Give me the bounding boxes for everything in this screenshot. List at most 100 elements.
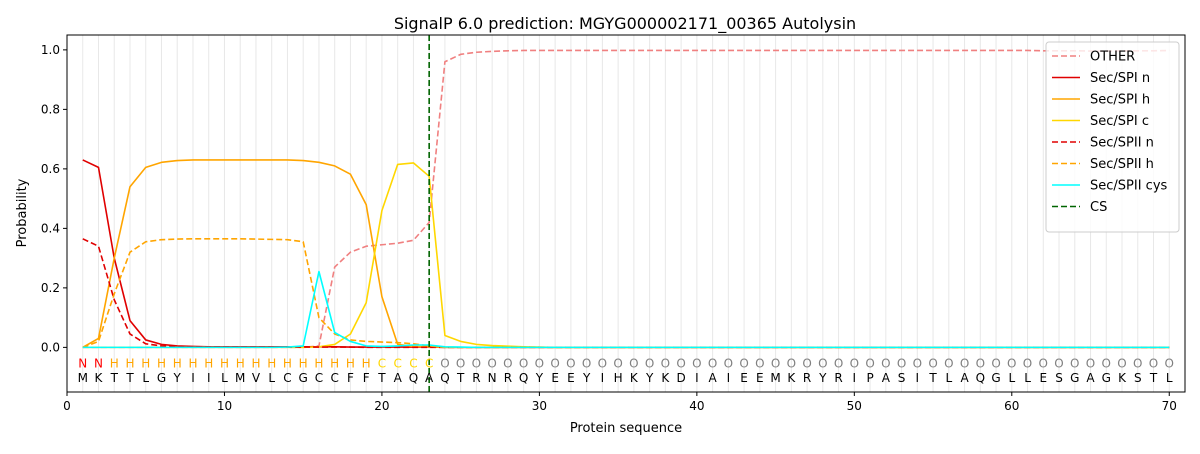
residue-label: Y bbox=[818, 371, 827, 385]
region-label: O bbox=[881, 356, 890, 370]
residue-label: M bbox=[235, 371, 245, 385]
region-label: N bbox=[78, 356, 87, 370]
region-label: H bbox=[362, 356, 371, 370]
region-label: O bbox=[865, 356, 874, 370]
residue-label: I bbox=[727, 371, 731, 385]
residue-label: L bbox=[142, 371, 149, 385]
x-tick-label: 70 bbox=[1162, 399, 1177, 413]
y-tick-label: 0.8 bbox=[41, 102, 60, 116]
residue-label: R bbox=[834, 371, 842, 385]
region-label: O bbox=[976, 356, 985, 370]
region-label: O bbox=[472, 356, 481, 370]
residue-label: I bbox=[191, 371, 195, 385]
residue-label: L bbox=[268, 371, 275, 385]
region-label: H bbox=[141, 356, 150, 370]
residue-label: L bbox=[221, 371, 228, 385]
region-label: O bbox=[440, 356, 449, 370]
vertical-grid bbox=[82, 35, 1170, 392]
region-label: H bbox=[330, 356, 339, 370]
residue-label: E bbox=[1039, 371, 1047, 385]
region-label: O bbox=[692, 356, 701, 370]
region-label: O bbox=[676, 356, 685, 370]
y-tick-label: 0.6 bbox=[41, 162, 60, 176]
residue-label: F bbox=[363, 371, 370, 385]
region-label: H bbox=[188, 356, 197, 370]
residue-label: Y bbox=[535, 371, 544, 385]
x-tick-label: 40 bbox=[689, 399, 704, 413]
residue-label: T bbox=[377, 371, 386, 385]
region-label: O bbox=[1117, 356, 1126, 370]
legend-label: Sec/SPI c bbox=[1090, 114, 1149, 129]
region-label: O bbox=[771, 356, 780, 370]
region-label: H bbox=[110, 356, 119, 370]
residue-label: N bbox=[488, 371, 497, 385]
residue-label: T bbox=[928, 371, 937, 385]
residue-label: K bbox=[1118, 371, 1127, 385]
region-label: O bbox=[503, 356, 512, 370]
region-label: C bbox=[409, 356, 417, 370]
residue-label: L bbox=[1008, 371, 1015, 385]
legend-label: OTHER bbox=[1090, 50, 1135, 65]
residue-label: G bbox=[299, 371, 308, 385]
residue-label: Q bbox=[409, 371, 418, 385]
residue-label: K bbox=[787, 371, 796, 385]
region-label: O bbox=[1133, 356, 1142, 370]
residue-label: K bbox=[661, 371, 670, 385]
region-label: H bbox=[220, 356, 229, 370]
region-label: O bbox=[724, 356, 733, 370]
region-label: O bbox=[598, 356, 607, 370]
residue-label: L bbox=[1166, 371, 1173, 385]
residue-label: S bbox=[1134, 371, 1142, 385]
x-ticks: 0 10 20 30 40 50 60 70 bbox=[63, 392, 1177, 413]
residue-label: I bbox=[853, 371, 857, 385]
residue-label: D bbox=[676, 371, 685, 385]
residue-label: T bbox=[456, 371, 465, 385]
region-label: N bbox=[94, 356, 103, 370]
region-label: O bbox=[456, 356, 465, 370]
region-label: C bbox=[393, 356, 401, 370]
residue-label: L bbox=[945, 371, 952, 385]
x-tick-label: 30 bbox=[532, 399, 547, 413]
sequence-layer: NMNKHTHTHLHGHYHIHIHLHMHVHLHCHGHCHCHFHFCT… bbox=[78, 356, 1174, 385]
region-label: O bbox=[787, 356, 796, 370]
region-label: O bbox=[487, 356, 496, 370]
residue-label: A bbox=[394, 371, 403, 385]
legend-label: Sec/SPI h bbox=[1090, 93, 1150, 108]
residue-label: A bbox=[960, 371, 969, 385]
residue-label: S bbox=[898, 371, 906, 385]
legend-label: CS bbox=[1090, 200, 1107, 215]
region-label: O bbox=[1007, 356, 1016, 370]
region-label: O bbox=[991, 356, 1000, 370]
y-tick-label: 0.0 bbox=[41, 340, 60, 354]
region-label: H bbox=[236, 356, 245, 370]
residue-label: Q bbox=[519, 371, 528, 385]
residue-label: L bbox=[1024, 371, 1031, 385]
residue-label: R bbox=[472, 371, 480, 385]
residue-label: T bbox=[125, 371, 134, 385]
region-label: O bbox=[960, 356, 969, 370]
residue-label: P bbox=[866, 371, 873, 385]
region-label: O bbox=[535, 356, 544, 370]
x-tick-label: 20 bbox=[374, 399, 389, 413]
residue-label: I bbox=[695, 371, 699, 385]
residue-label: I bbox=[601, 371, 605, 385]
legend: OTHER Sec/SPI n Sec/SPI h Sec/SPI c Sec/SPII… bbox=[1045, 41, 1180, 233]
series-layer bbox=[82, 49, 1170, 349]
region-label: O bbox=[897, 356, 906, 370]
residue-label: A bbox=[425, 371, 434, 385]
legend-label: Sec/SPI n bbox=[1090, 71, 1150, 86]
region-label: O bbox=[645, 356, 654, 370]
region-label: O bbox=[1039, 356, 1048, 370]
region-label: O bbox=[850, 356, 859, 370]
residue-label: A bbox=[708, 371, 717, 385]
residue-label: S bbox=[1055, 371, 1063, 385]
residue-label: R bbox=[504, 371, 512, 385]
region-label: O bbox=[818, 356, 827, 370]
region-label: O bbox=[1023, 356, 1032, 370]
region-label: H bbox=[173, 356, 182, 370]
residue-label: E bbox=[756, 371, 764, 385]
region-label: O bbox=[1149, 356, 1158, 370]
residue-label: A bbox=[882, 371, 891, 385]
region-label: C bbox=[378, 356, 386, 370]
